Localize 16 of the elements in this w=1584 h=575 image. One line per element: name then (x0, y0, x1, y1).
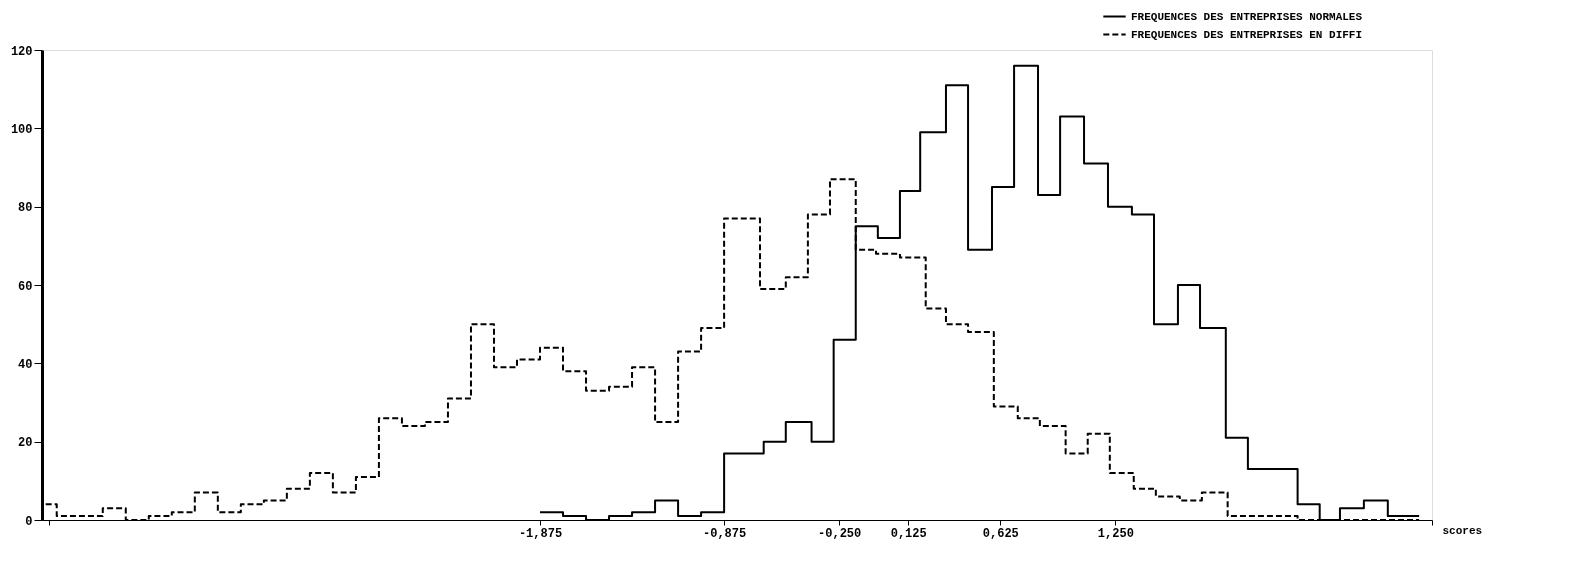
y-tick-label: 80 (18, 201, 33, 216)
x-tick-label: 1,250 (1097, 526, 1134, 541)
x-tick-label: -0,250 (818, 526, 862, 541)
x-axis-title: scores (1442, 524, 1483, 537)
legend-label: FREQUENCES DES ENTREPRISES EN DIFFI (1131, 28, 1363, 41)
x-tick-label: 0,125 (890, 526, 927, 541)
legend-label: FREQUENCES DES ENTREPRISES NORMALES (1131, 10, 1363, 23)
x-tick-label: -0,875 (703, 526, 747, 541)
y-tick-label: 60 (18, 279, 33, 294)
x-tick-label: 0,625 (982, 526, 1019, 541)
y-tick-label: 120 (10, 44, 33, 59)
y-tick-label: 20 (18, 436, 33, 451)
y-tick-label: 40 (18, 357, 33, 372)
y-tick-label: 100 (10, 122, 33, 137)
x-tick-label: -1,875 (518, 526, 563, 541)
y-tick-label: 0 (25, 514, 33, 529)
